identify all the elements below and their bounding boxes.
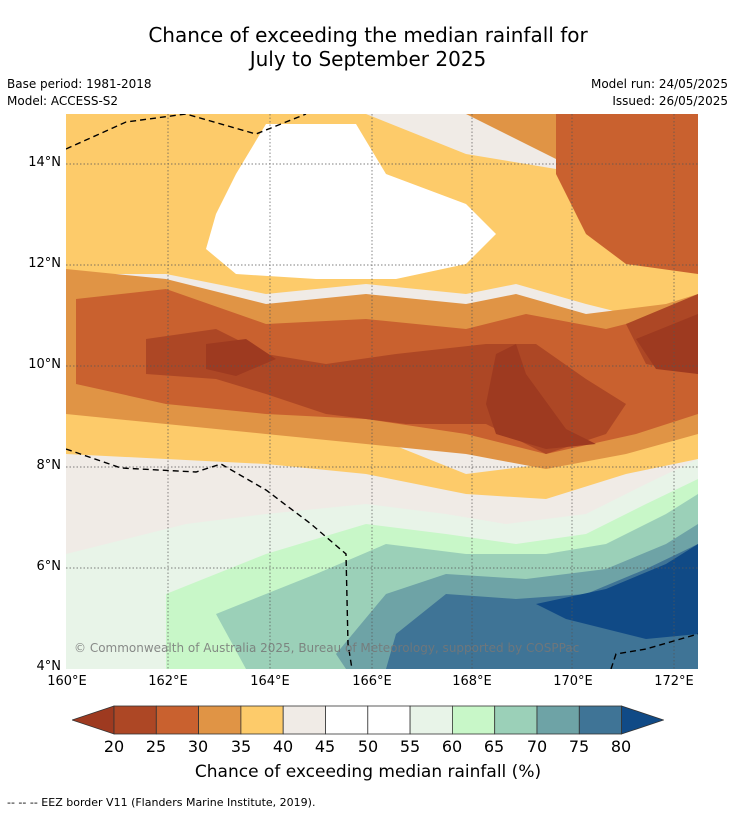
colorbar-segment [325,705,369,735]
lon-label-166e: 166°E [352,674,392,689]
colorbar-segment [113,705,157,735]
region-45-50-white [206,124,496,279]
colorbar-segment [282,705,326,735]
map-title-line2: July to September 2025 [249,47,487,71]
lon-label-168e: 168°E [452,674,492,689]
colorbar [70,704,665,736]
region-35-40-south [66,314,698,499]
colorbar-segment [578,705,622,735]
colorbar-segment [536,705,580,735]
colorbar-tick-65: 65 [483,737,505,756]
colorbar-tick-80: 80 [610,737,632,756]
colorbar-tick-50: 50 [357,737,379,756]
colorbar-tick-25: 25 [145,737,167,756]
lat-label-8n: 8°N [36,458,62,473]
colorbar-segment [409,705,453,735]
colorbar-segment [155,705,200,735]
colorbar-segment [494,705,538,735]
colorbar-tick-35: 35 [230,737,252,756]
colorbar-tick-45: 45 [314,737,336,756]
lat-label-14n: 14°N [28,155,61,170]
issued-label: Issued: 26/05/2025 [612,94,728,108]
colorbar-arrow-low [70,705,115,735]
colorbar-tick-70: 70 [526,737,548,756]
lat-label-6n: 6°N [36,559,62,574]
lat-label-12n: 12°N [28,256,61,271]
colorbar-tick-75: 75 [568,737,590,756]
region-20-25 [146,294,698,454]
lon-label-172e: 172°E [654,674,694,689]
colorbar-segment [198,705,242,735]
colorbar-tick-60: 60 [441,737,463,756]
copyright-notice: © Commonwealth of Australia 2025, Bureau… [74,641,580,655]
colorbar-segment [367,705,411,735]
model-run-label: Model run: 24/05/2025 [590,77,728,91]
lon-label-162e: 162°E [148,674,188,689]
map-title-line1: Chance of exceeding the median rainfall … [148,23,588,47]
forecast-map[interactable] [66,114,698,669]
eez-border [66,114,698,669]
colorbar-segment [451,705,496,735]
lon-label-164e: 164°E [250,674,290,689]
lat-label-10n: 10°N [28,357,61,372]
lat-label-4n: 4°N [36,659,62,674]
base-period-label: Base period: 1981-2018 [7,77,152,91]
model-label: Model: ACCESS-S2 [7,94,119,108]
colorbar-arrow-high [621,705,665,735]
lon-label-160e: 160°E [47,674,87,689]
colorbar-label: Chance of exceeding median rainfall (%) [194,762,542,782]
colorbar-tick-20: 20 [103,737,125,756]
eez-border-note: -- -- -- EEZ border V11 (Flanders Marine… [7,796,316,809]
colorbar-tick-30: 30 [187,737,209,756]
colorbar-tick-55: 55 [399,737,421,756]
colorbar-segment [240,705,284,735]
lon-label-170e: 170°E [553,674,593,689]
colorbar-tick-40: 40 [272,737,294,756]
